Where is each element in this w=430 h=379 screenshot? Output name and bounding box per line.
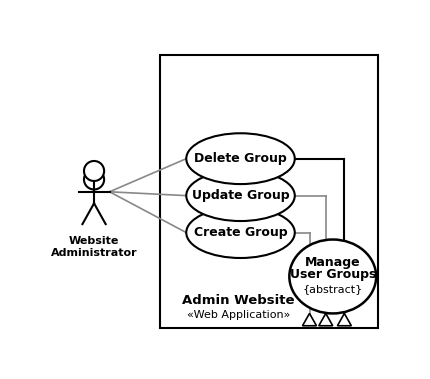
Text: Admin Website: Admin Website <box>182 294 295 307</box>
Text: «Web Application»: «Web Application» <box>187 310 290 319</box>
Text: Manage: Manage <box>305 256 361 269</box>
Polygon shape <box>319 313 333 326</box>
Ellipse shape <box>186 170 295 221</box>
Ellipse shape <box>289 240 376 313</box>
Circle shape <box>84 161 104 181</box>
Text: {abstract}: {abstract} <box>303 284 363 294</box>
Text: User Groups: User Groups <box>289 268 376 282</box>
Circle shape <box>84 169 104 190</box>
Text: Website
Administrator: Website Administrator <box>51 236 137 258</box>
Polygon shape <box>303 313 316 326</box>
Text: Delete Group: Delete Group <box>194 152 287 165</box>
Polygon shape <box>338 313 351 326</box>
Ellipse shape <box>186 133 295 184</box>
Text: Create Group: Create Group <box>194 226 287 239</box>
Bar <box>160 55 378 328</box>
Text: Update Group: Update Group <box>192 189 289 202</box>
Ellipse shape <box>186 207 295 258</box>
